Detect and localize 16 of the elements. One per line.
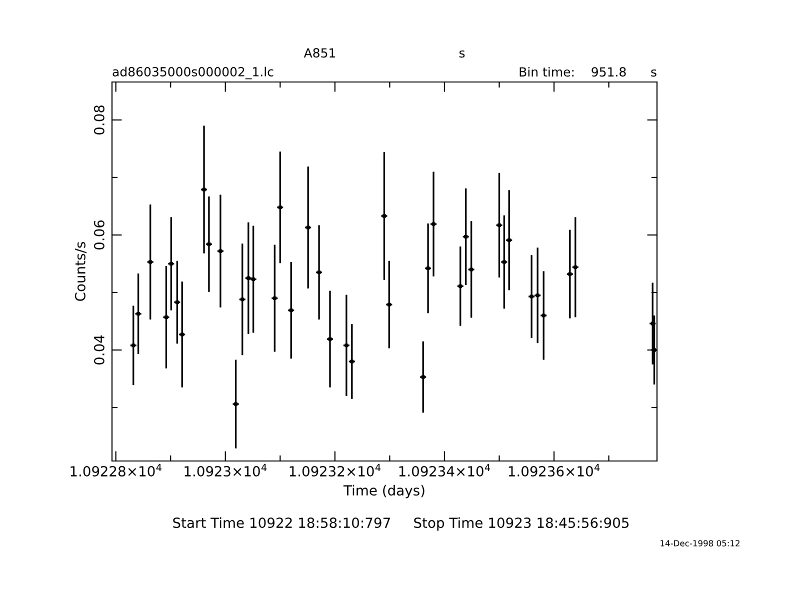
text: s	[459, 50, 465, 58]
x-tick-label: 1.09234×10$^{4}$	[399, 464, 490, 477]
x-tick-label: 1.09228×10$^{4}$	[70, 464, 162, 477]
chart-subtitle: ad86035000s000002_1.lc	[112, 66, 274, 80]
x-tick-label: 1.09232×10$^{4}$	[290, 464, 381, 477]
x-tick-label: 1.09236×10$^{4}$	[508, 464, 600, 477]
x-axis-title: Time (days)	[343, 484, 424, 498]
y-tick-label: 0.06	[94, 220, 104, 250]
text: 14-Dec-1998 05:12	[660, 540, 740, 546]
text: Start Time 10922 18:58:10:797 Stop Time 10923 18:45:56:905	[173, 517, 629, 531]
y-axis-title: Counts/s	[74, 242, 87, 301]
y-tick-label: 0.08	[94, 105, 104, 135]
y-tick-label: 0.04	[94, 335, 104, 365]
text: Bin time: 951.8 s	[520, 66, 656, 77]
chart-title: A851	[304, 48, 336, 58]
x-tick-label: 1.0923×10$^{4}$	[184, 464, 267, 477]
